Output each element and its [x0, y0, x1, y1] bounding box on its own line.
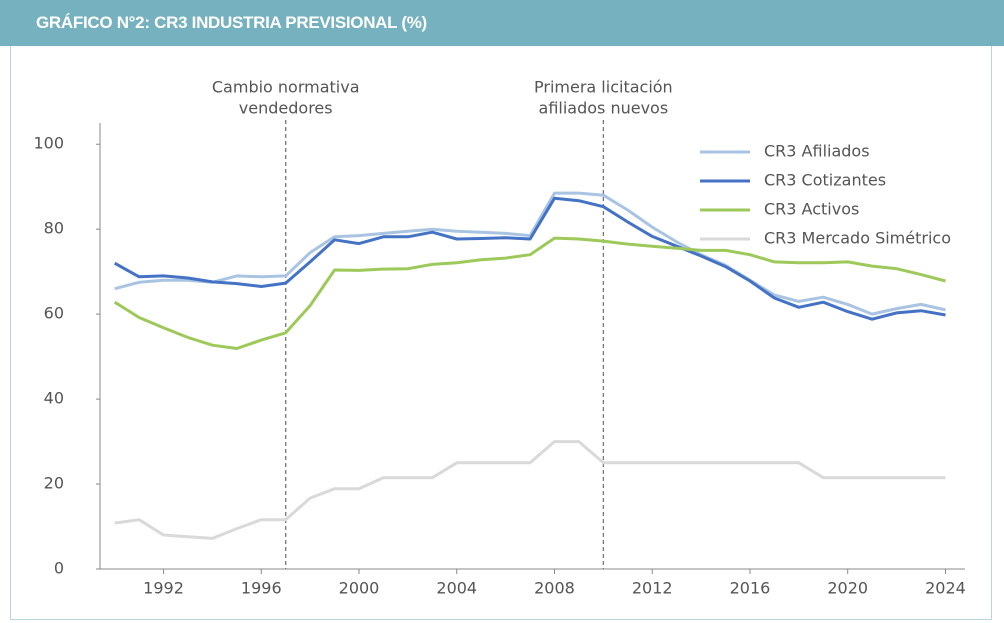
y-tick-label: 100 [33, 134, 64, 153]
series-line [113, 196, 946, 321]
legend-label: CR3 Activos [764, 200, 859, 219]
x-tick-label: 2000 [339, 579, 380, 598]
x-tick-label: 2024 [925, 579, 966, 598]
y-tick-label: 80 [44, 219, 64, 238]
annotation: afiliados nuevos [539, 99, 669, 118]
x-tick-label: 2012 [632, 579, 673, 598]
x-tick-label: 2004 [436, 579, 477, 598]
header: GRÁFICO N°2: CR3 INDUSTRIA PREVISIONAL (… [0, 0, 1004, 46]
series-line [113, 236, 946, 350]
chart-title: GRÁFICO N°2: CR3 INDUSTRIA PREVISIONAL (… [36, 13, 427, 32]
annotation: Cambio normativa [212, 78, 360, 97]
x-tick-label: 2020 [827, 579, 868, 598]
x-tick-label: 1992 [143, 579, 184, 598]
x-tick-label: 1996 [241, 579, 282, 598]
annotation: vendedores [239, 99, 333, 118]
legend-label: CR3 Cotizantes [764, 171, 886, 190]
annotation: Primera licitación [534, 78, 673, 97]
y-tick-label: 60 [44, 304, 64, 323]
x-tick-label: 2016 [730, 579, 771, 598]
y-tick-label: 40 [44, 389, 64, 408]
x-tick-label: 2008 [534, 579, 575, 598]
frame [10, 46, 992, 620]
y-tick-label: 20 [44, 474, 64, 493]
series-line [114, 191, 946, 316]
legend-label: CR3 Afiliados [764, 142, 870, 161]
legend-label: CR3 Mercado Simétrico [764, 229, 951, 248]
y-tick-label: 0 [54, 559, 64, 578]
series-line [114, 440, 946, 540]
